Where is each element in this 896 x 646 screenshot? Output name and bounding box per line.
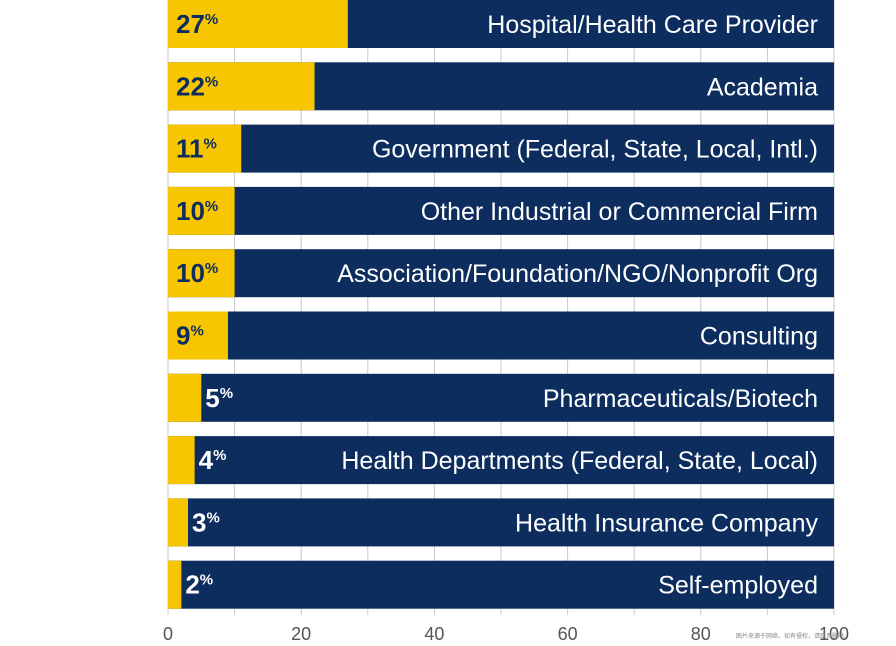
category-label: Other Industrial or Commercial Firm (421, 198, 818, 226)
bar-value (168, 373, 202, 422)
x-tick-label: 20 (291, 624, 311, 644)
percent-sign: % (205, 73, 218, 90)
bar-background (168, 124, 834, 173)
x-tick-label: 100 (819, 624, 849, 644)
percent-sign: % (205, 198, 218, 215)
bar-value (168, 124, 242, 173)
bar-background (168, 249, 834, 298)
bar-value (168, 498, 188, 547)
bar-value (168, 62, 315, 111)
category-label: Pharmaceuticals/Biotech (543, 385, 818, 413)
percent-sign: % (220, 385, 233, 402)
value-label: 10% (176, 258, 218, 288)
percent-sign: % (200, 572, 213, 589)
bars: Hospital/Health Care Provider27%Academia… (168, 0, 834, 609)
category-label: Government (Federal, State, Local, Intl.… (372, 136, 818, 164)
bar-value (168, 249, 235, 298)
bar-background (168, 186, 834, 235)
percent-sign: % (190, 323, 203, 340)
bar-value (168, 311, 228, 360)
bar-background (168, 311, 834, 360)
bar-value (168, 560, 182, 609)
x-axis-ticks: 0 20 40 60 80 100 (163, 624, 849, 644)
x-tick-label: 80 (691, 624, 711, 644)
bar-background (168, 498, 834, 547)
category-label: Hospital/Health Care Provider (487, 11, 818, 39)
value-label: 5% (205, 383, 233, 413)
watermark-text: 图片来源于网络，如有侵权，请联系删除。 (736, 632, 850, 640)
percent-sign: % (206, 509, 219, 526)
bar-value (168, 186, 235, 235)
bar-value (168, 436, 195, 485)
percent-sign: % (205, 260, 218, 277)
x-tick-label: 0 (163, 624, 173, 644)
category-label: Consulting (700, 323, 818, 351)
x-tick-label: 60 (558, 624, 578, 644)
bar-background (168, 436, 834, 485)
bar-value (168, 0, 348, 48)
category-label: Academia (707, 73, 818, 101)
bar-background (168, 560, 834, 609)
percent-sign: % (213, 447, 226, 464)
category-label: Health Departments (Federal, State, Loca… (341, 447, 818, 475)
category-label: Association/Foundation/NGO/Nonprofit Org (337, 260, 818, 288)
category-label: Health Insurance Company (515, 509, 818, 537)
bar-background (168, 373, 834, 422)
percent-sign: % (205, 11, 218, 28)
x-tick-label: 40 (424, 624, 444, 644)
percent-sign: % (204, 136, 217, 153)
value-label: 11% (176, 134, 217, 164)
category-label: Self-employed (658, 572, 818, 600)
